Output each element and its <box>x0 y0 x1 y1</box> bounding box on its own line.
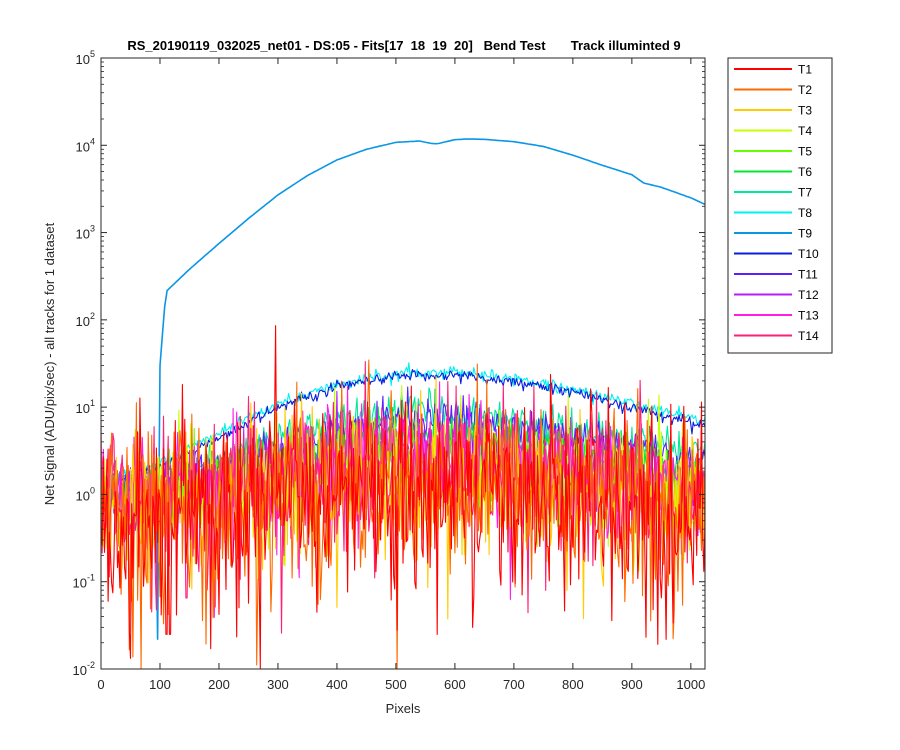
y-tick-label: 100 <box>76 485 95 503</box>
x-tick-label: 500 <box>385 677 407 692</box>
plot-area: 0 100 200 300 400 500 600 700 800 900 1000 10-210-… <box>73 49 706 692</box>
legend-label: T2 <box>798 83 812 97</box>
legend-item-t8: T8 <box>734 206 812 220</box>
legend-item-t9: T9 <box>734 227 812 241</box>
series-line-t9 <box>101 138 705 640</box>
y-tick-label: 104 <box>76 136 95 154</box>
x-tick-label: 0 <box>97 677 104 692</box>
y-tick-label: 10-2 <box>73 660 95 678</box>
legend-item-t2: T2 <box>734 83 812 97</box>
legend-label: T4 <box>798 124 812 138</box>
legend-label: T10 <box>798 247 819 261</box>
x-axis: 0 100 200 300 400 500 600 700 800 900 1000 <box>97 58 705 692</box>
legend-label: T9 <box>798 227 812 241</box>
legend-label: T13 <box>798 309 819 323</box>
legend-label: T14 <box>798 329 819 343</box>
x-tick-label: 100 <box>149 677 171 692</box>
x-tick-label: 800 <box>562 677 584 692</box>
legend-item-t10: T10 <box>734 247 819 261</box>
legend-item-t1: T1 <box>734 63 812 77</box>
x-tick-label: 1000 <box>676 677 705 692</box>
legend-item-t5: T5 <box>734 145 812 159</box>
y-tick-label: 103 <box>76 224 95 242</box>
series-line-t10 <box>101 369 705 487</box>
x-tick-label: 700 <box>503 677 525 692</box>
y-tick-label: 10-1 <box>73 573 95 591</box>
legend-item-t12: T12 <box>734 288 819 302</box>
x-tick-label: 300 <box>267 677 289 692</box>
legend-item-t14: T14 <box>734 329 819 343</box>
legend-label: T8 <box>798 206 812 220</box>
legend-label: T1 <box>798 63 812 77</box>
legend-label: T5 <box>798 145 812 159</box>
x-tick-label: 200 <box>208 677 230 692</box>
legend-label: T3 <box>798 104 812 118</box>
y-tick-label: 102 <box>76 311 95 329</box>
series-line-t1 <box>101 325 705 669</box>
legend-box <box>727 57 833 354</box>
series-line-t8 <box>101 362 705 481</box>
legend-label: T6 <box>798 165 812 179</box>
x-tick-label: 900 <box>621 677 643 692</box>
legend-label: T7 <box>798 186 812 200</box>
legend-item-t11: T11 <box>734 268 818 282</box>
legend-label: T12 <box>798 288 819 302</box>
y-tick-label: 101 <box>76 398 95 416</box>
x-tick-label: 600 <box>444 677 466 692</box>
plot-frame <box>100 57 706 670</box>
legend: T1 T2 T3 T4 T5 T6 T7 T8 T9 T10 T11 T12 T13 T14 <box>727 57 833 354</box>
series-layer <box>101 138 705 669</box>
legend-item-t7: T7 <box>734 186 812 200</box>
y-axis-label: Net Signal (ADU/pix/sec) - all tracks fo… <box>42 222 57 505</box>
series-line-t2 <box>101 359 705 669</box>
y-axis: 10-2 10-1 100 101 102 103 104 105 <box>73 49 705 678</box>
chart-title: RS_20190119_032025_net01 - DS:05 - Fits[… <box>127 38 680 53</box>
legend-label: T11 <box>798 268 818 282</box>
legend-item-t3: T3 <box>734 104 812 118</box>
y-tick-label: 105 <box>76 49 95 67</box>
legend-item-t13: T13 <box>734 309 819 323</box>
legend-item-t4: T4 <box>734 124 812 138</box>
x-tick-label: 400 <box>326 677 348 692</box>
x-axis-label: Pixels <box>386 701 421 716</box>
legend-item-t6: T6 <box>734 165 812 179</box>
